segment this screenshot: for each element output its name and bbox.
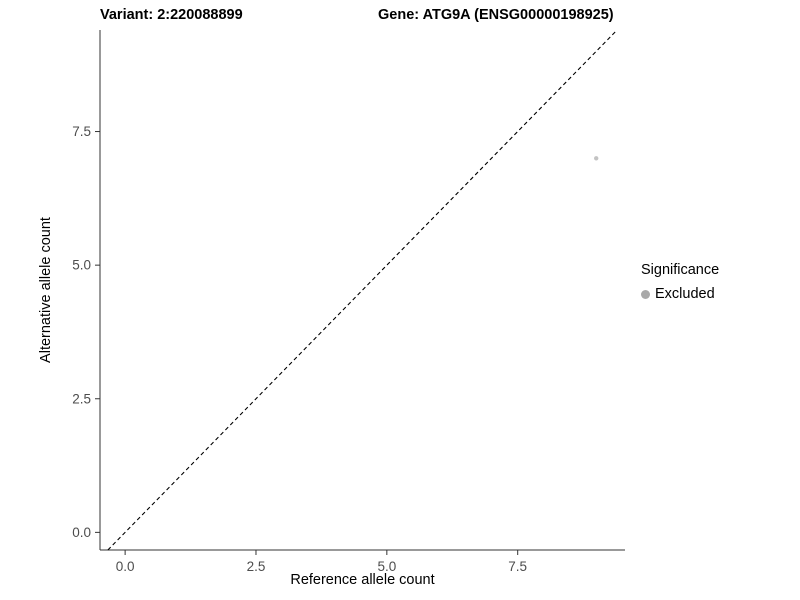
y-tick-label: 0.0 bbox=[72, 525, 91, 540]
identity-line bbox=[107, 29, 618, 551]
legend-entry: Excluded bbox=[641, 286, 719, 302]
y-tick-label: 7.5 bbox=[72, 124, 91, 139]
legend-title: Significance bbox=[641, 262, 720, 278]
chart-title-variant: Variant: 2:220088899 bbox=[100, 7, 243, 23]
legend-entry-label: Excluded bbox=[655, 286, 715, 302]
x-tick-label: 7.5 bbox=[508, 559, 527, 574]
x-tick-label: 0.0 bbox=[116, 559, 135, 574]
data-point bbox=[594, 156, 599, 161]
x-tick-label: 2.5 bbox=[247, 559, 266, 574]
x-axis-label: Reference allele count bbox=[290, 572, 435, 588]
legend-dot-icon bbox=[641, 289, 650, 299]
chart-title-gene: Gene: ATG9A (ENSG00000198925) bbox=[378, 7, 614, 23]
y-axis-label: Alternative allele count bbox=[38, 217, 54, 363]
y-tick-label: 5.0 bbox=[72, 258, 91, 273]
x-tick-label: 5.0 bbox=[377, 559, 396, 574]
legend: Significance Excluded bbox=[641, 262, 719, 302]
y-tick-label: 2.5 bbox=[72, 391, 91, 406]
